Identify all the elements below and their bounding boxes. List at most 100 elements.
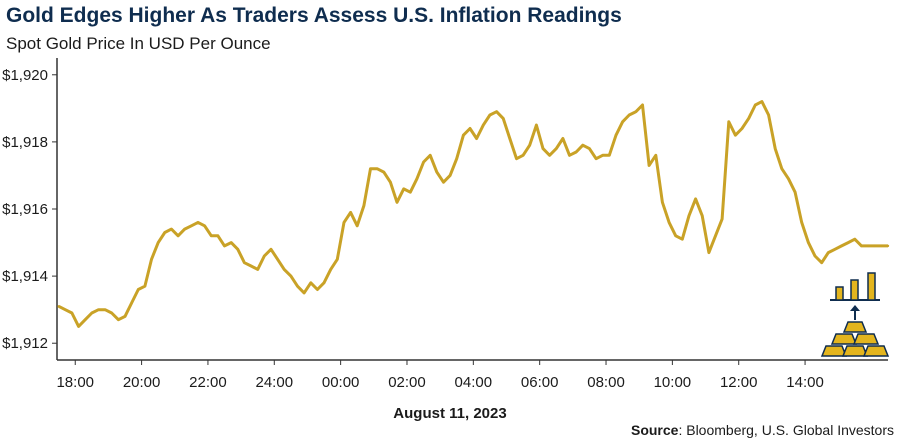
- data-point: [375, 167, 379, 170]
- data-point: [296, 284, 299, 288]
- data-point: [734, 133, 737, 137]
- x-tick-label: 20:00: [123, 374, 161, 391]
- data-point: [442, 180, 445, 184]
- data-point: [77, 325, 80, 328]
- data-point: [495, 110, 498, 113]
- data-point: [588, 147, 591, 150]
- source-text: : Bloomberg, U.S. Global Investors: [678, 422, 894, 438]
- source-label: Source: [630, 422, 679, 438]
- data-point: [123, 315, 127, 318]
- data-point: [475, 137, 478, 140]
- data-point: [203, 224, 206, 227]
- data-point: [70, 311, 74, 315]
- data-point: [574, 150, 578, 154]
- data-point: [720, 217, 724, 221]
- data-point: [501, 117, 505, 120]
- data-point: [833, 248, 837, 251]
- data-point: [787, 177, 790, 180]
- data-point: [322, 281, 326, 285]
- data-point: [283, 268, 286, 271]
- data-point: [223, 244, 226, 248]
- data-point: [356, 224, 359, 227]
- data-point: [873, 244, 876, 248]
- data-point: [561, 137, 565, 140]
- data-point: [535, 123, 538, 127]
- data-point: [103, 308, 107, 311]
- data-point: [110, 311, 113, 315]
- data-point: [336, 258, 339, 261]
- data-point: [302, 291, 306, 295]
- data-point: [409, 191, 412, 194]
- data-point: [793, 191, 797, 194]
- data-point: [462, 133, 465, 137]
- data-point: [568, 154, 571, 157]
- data-point: [601, 154, 604, 157]
- data-point: [608, 154, 611, 157]
- data-point: [674, 234, 677, 238]
- data-point: [641, 103, 644, 107]
- y-tick-label: $1,912: [2, 335, 48, 352]
- data-point: [740, 127, 744, 130]
- data-point: [594, 157, 598, 160]
- data-point: [807, 241, 810, 244]
- data-point: [614, 133, 618, 137]
- x-tick-label: 14:00: [786, 374, 824, 391]
- x-tick-label: 18:00: [56, 374, 94, 391]
- data-point: [581, 144, 585, 147]
- data-point: [435, 170, 439, 174]
- data-point: [97, 308, 100, 311]
- data-point: [880, 244, 883, 248]
- data-point: [216, 234, 220, 238]
- data-point: [681, 238, 684, 241]
- data-point: [800, 221, 803, 224]
- data-point: [886, 244, 890, 248]
- data-point: [263, 254, 266, 258]
- data-point: [701, 214, 704, 217]
- data-point: [415, 177, 419, 180]
- data-point: [269, 248, 273, 251]
- data-point: [183, 227, 186, 231]
- data-point: [143, 284, 147, 288]
- data-point: [760, 100, 764, 103]
- data-point: [780, 167, 784, 170]
- data-point: [342, 221, 346, 224]
- source-note: Source: Bloomberg, U.S. Global Investors: [631, 422, 894, 438]
- data-point: [176, 234, 180, 238]
- data-point: [395, 201, 399, 204]
- x-tick-label: 10:00: [654, 374, 692, 391]
- data-point: [289, 274, 293, 278]
- data-point: [150, 258, 153, 261]
- data-point: [369, 167, 372, 170]
- data-point: [455, 157, 458, 160]
- data-point: [243, 261, 246, 264]
- data-point: [249, 264, 253, 268]
- data-point: [634, 110, 638, 113]
- data-point: [329, 268, 332, 271]
- data-point: [229, 241, 233, 244]
- data-point: [866, 244, 870, 248]
- data-point: [853, 238, 857, 241]
- data-point: [840, 244, 843, 248]
- y-tick-label: $1,916: [2, 201, 48, 218]
- data-point: [256, 268, 259, 271]
- data-point: [813, 254, 817, 258]
- data-point: [90, 311, 94, 315]
- data-point: [541, 147, 545, 150]
- data-point: [190, 224, 193, 227]
- x-tick-label: 12:00: [720, 374, 758, 391]
- data-point: [316, 288, 319, 291]
- y-axis-ticks: $1,912 $1,914 $1,916 $1,918 $1,920: [2, 67, 57, 352]
- data-point: [349, 211, 352, 214]
- data-point: [196, 221, 200, 224]
- data-point: [382, 170, 385, 174]
- data-point: [687, 214, 691, 217]
- x-tick-label: 08:00: [587, 374, 625, 391]
- gold-price-points: [57, 100, 890, 328]
- data-point: [389, 180, 392, 184]
- data-point: [846, 241, 850, 244]
- data-point: [714, 234, 717, 238]
- data-point: [508, 137, 512, 140]
- data-point: [860, 244, 863, 248]
- data-point: [515, 157, 518, 160]
